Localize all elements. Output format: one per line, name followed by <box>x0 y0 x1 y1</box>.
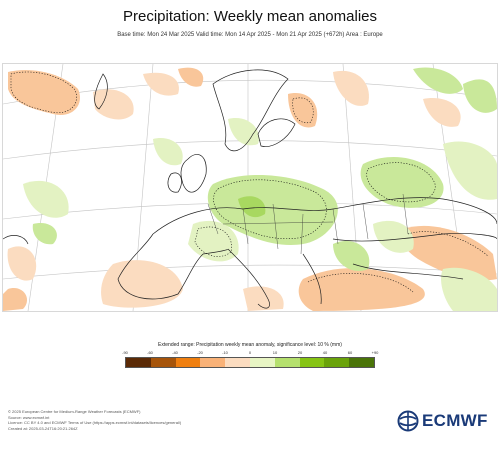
colorbar-swatch <box>126 358 151 367</box>
colorbar-swatch <box>299 358 325 367</box>
legend-tick-label: 10 <box>272 350 278 355</box>
colorbar-swatch <box>324 358 350 367</box>
ecmwf-logo: ECMWF <box>397 410 493 432</box>
legend-tick-label: -20 <box>197 350 203 355</box>
colorbar-swatch <box>200 358 226 367</box>
legend-tick-label: -90 <box>122 350 128 355</box>
legend-title: Extended range: Precipitation weekly mea… <box>158 342 342 348</box>
chart-subtitle: Base time: Mon 24 Mar 2025 Valid time: M… <box>117 32 383 38</box>
legend-tick-label: 20 <box>297 350 303 355</box>
legend-tick-label: +90 <box>371 350 379 355</box>
chart-title: Precipitation: Weekly mean anomalies <box>122 8 377 25</box>
logo-text: ECMWF <box>422 411 488 430</box>
colorbar-swatch <box>349 358 374 367</box>
legend-tick-label: -40 <box>172 350 178 355</box>
map-panel <box>2 63 498 312</box>
legend-tick-label: 60 <box>347 350 353 355</box>
legend-tick-label: -60 <box>147 350 153 355</box>
footer-credits: © 2025 European Centre for Medium-Range … <box>8 409 308 431</box>
colorbar-swatch <box>225 358 250 367</box>
colorbar-swatch <box>150 358 176 367</box>
footer-line: Created at: 2025-03-24T16:20:21.264Z <box>8 425 78 431</box>
footer-line: © 2025 European Centre for Medium-Range … <box>8 409 141 414</box>
legend-colorbar <box>125 357 375 368</box>
legend-tick-label: 0 <box>248 350 252 355</box>
anomaly-map <box>3 64 497 311</box>
country-borders <box>207 193 409 255</box>
footer-line: Licence: CC BY 4.0 and ECMWF Terms of Us… <box>8 420 182 425</box>
footer-line: Source: www.ecmwf.int <box>8 414 50 420</box>
legend-tick-label: -10 <box>222 350 228 355</box>
ecmwf-globe-icon <box>397 410 419 432</box>
legend-ticks: -90 -60 -40 -20 -10 0 10 20 40 60 +90 <box>122 350 378 356</box>
colorbar-swatch <box>175 358 201 367</box>
dry-anomaly-areas <box>3 67 497 311</box>
colorbar-swatch <box>274 358 300 367</box>
legend-tick-label: 40 <box>322 350 328 355</box>
significance-contours <box>10 71 489 293</box>
colorbar-swatch <box>249 358 275 367</box>
